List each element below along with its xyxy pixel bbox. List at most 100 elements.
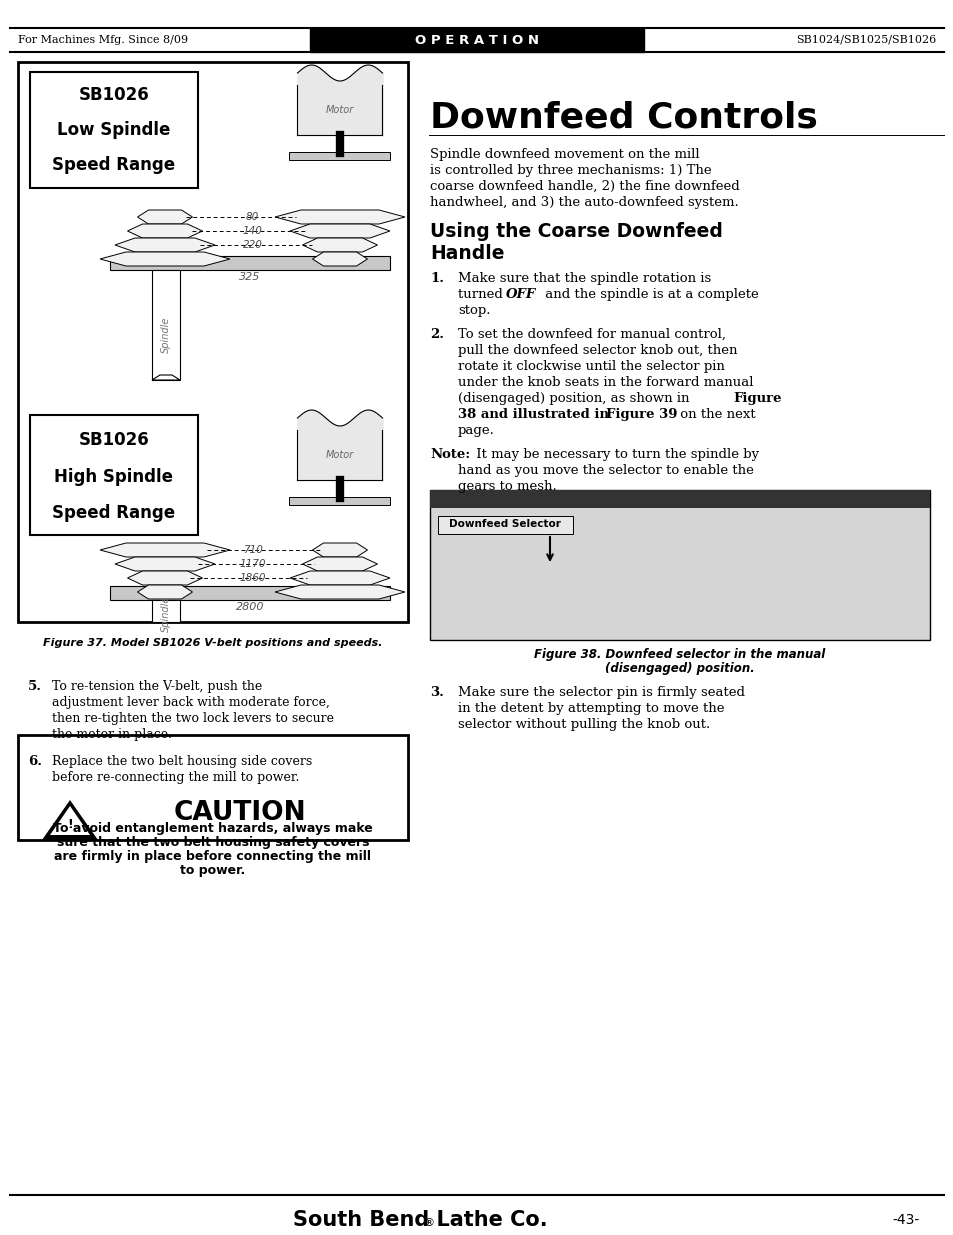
Bar [152,600,180,622]
Text: Downfeed Selector: Downfeed Selector [449,519,560,529]
Text: on the next: on the next [676,408,755,421]
Text: South Bend Lathe Co.: South Bend Lathe Co. [293,1210,547,1230]
Polygon shape [274,585,405,599]
Text: Make sure the selector pin is firmly seated: Make sure the selector pin is firmly sea… [457,685,744,699]
Text: Downfeed Controls: Downfeed Controls [430,100,817,135]
Text: sure that the two belt housing safety covers: sure that the two belt housing safety co… [56,836,369,848]
Polygon shape [274,210,405,224]
Polygon shape [100,543,230,557]
Text: Figure 39: Figure 39 [605,408,677,421]
Polygon shape [313,543,367,557]
Text: then re-tighten the two lock levers to secure: then re-tighten the two lock levers to s… [52,713,334,725]
Text: 220: 220 [242,240,262,249]
Bar [30,72,198,188]
Bar [110,585,390,600]
Text: SB1026: SB1026 [78,86,150,104]
Text: is controlled by three mechanisms: 1) The: is controlled by three mechanisms: 1) Th… [430,164,711,177]
Text: High Spindle: High Spindle [54,468,173,487]
Text: before re-connecting the mill to power.: before re-connecting the mill to power. [52,771,299,784]
Text: O P E R A T I O N: O P E R A T I O N [415,33,538,47]
Text: 6.: 6. [28,755,42,768]
Text: rotate it clockwise until the selector pin: rotate it clockwise until the selector p… [457,359,724,373]
Polygon shape [100,252,230,266]
Polygon shape [115,557,214,571]
Text: turned: turned [457,288,507,301]
Text: Figure 38. Downfeed selector in the manual: Figure 38. Downfeed selector in the manu… [534,648,824,661]
Polygon shape [137,585,193,599]
Text: 325: 325 [239,272,260,282]
Text: For Machines Mfg. Since 8/09: For Machines Mfg. Since 8/09 [18,35,188,44]
Text: To re-tension the V-belt, push the: To re-tension the V-belt, push the [52,680,262,693]
Polygon shape [302,238,377,252]
Bar [110,256,390,270]
Text: To set the downfeed for manual control,: To set the downfeed for manual control, [457,329,725,341]
Text: 38 and illustrated in: 38 and illustrated in [457,408,613,421]
Bar [437,516,573,534]
Text: SB1024/SB1025/SB1026: SB1024/SB1025/SB1026 [795,35,935,44]
Text: and the spindle is at a complete: and the spindle is at a complete [540,288,758,301]
Text: 2800: 2800 [235,601,264,613]
Bar [310,28,643,52]
Text: are firmly in place before connecting the mill: are firmly in place before connecting th… [54,850,371,863]
Text: 1860: 1860 [239,573,266,583]
Text: CAUTION: CAUTION [173,800,306,826]
Text: the motor in place.: the motor in place. [52,727,172,741]
Text: 710: 710 [242,545,262,555]
Text: SB1026: SB1026 [78,431,150,450]
Text: To avoid entanglement hazards, always make: To avoid entanglement hazards, always ma… [53,823,373,835]
Text: Note:: Note: [430,448,470,461]
Bar [18,62,408,622]
Text: page.: page. [457,424,495,437]
Text: !: ! [67,818,72,830]
Text: Spindle downfeed movement on the mill: Spindle downfeed movement on the mill [430,148,699,161]
Polygon shape [128,571,202,585]
Bar [430,490,929,640]
Polygon shape [290,224,390,238]
Text: stop.: stop. [457,304,490,317]
Bar [18,735,408,840]
Text: hand as you move the selector to enable the: hand as you move the selector to enable … [457,464,753,477]
Text: 1.: 1. [430,272,443,285]
Text: Spindle: Spindle [161,595,171,632]
Text: coarse downfeed handle, 2) the fine downfeed: coarse downfeed handle, 2) the fine down… [430,180,739,193]
Bar [430,490,929,508]
Polygon shape [128,224,202,238]
Text: Make sure that the spindle rotation is: Make sure that the spindle rotation is [457,272,711,285]
Text: 5.: 5. [28,680,42,693]
Text: to power.: to power. [180,864,245,877]
Polygon shape [50,806,90,835]
Text: Speed Range: Speed Range [52,156,175,174]
Text: in the detent by attempting to move the: in the detent by attempting to move the [457,701,723,715]
Text: (disengaged) position, as shown in: (disengaged) position, as shown in [457,391,693,405]
Text: ®: ® [423,1218,435,1228]
Text: Figure: Figure [732,391,781,405]
Polygon shape [313,252,367,266]
Polygon shape [115,238,214,252]
Text: Figure 37. Model SB1026 V-belt positions and speeds.: Figure 37. Model SB1026 V-belt positions… [43,638,382,648]
Text: OFF: OFF [505,288,536,301]
Text: -43-: -43- [892,1213,919,1228]
Text: under the knob seats in the forward manual: under the knob seats in the forward manu… [457,375,753,389]
Polygon shape [302,557,377,571]
Polygon shape [290,571,390,585]
Text: Motor: Motor [326,450,354,459]
Text: handwheel, and 3) the auto-downfeed system.: handwheel, and 3) the auto-downfeed syst… [430,196,738,209]
Text: (disengaged) position.: (disengaged) position. [604,662,754,676]
Text: Speed Range: Speed Range [52,504,175,522]
Text: 140: 140 [242,226,262,236]
Text: It may be necessary to turn the spindle by: It may be necessary to turn the spindle … [472,448,759,461]
Text: Motor: Motor [326,105,354,115]
Polygon shape [42,800,98,840]
Text: gears to mesh.: gears to mesh. [457,480,557,493]
Text: 80: 80 [246,212,259,222]
Text: 1170: 1170 [239,559,266,569]
Bar [289,152,390,161]
Bar [30,415,198,535]
Bar [289,496,390,505]
Text: Using the Coarse Downfeed: Using the Coarse Downfeed [430,222,722,241]
Text: Handle: Handle [430,245,504,263]
Text: Replace the two belt housing side covers: Replace the two belt housing side covers [52,755,312,768]
Text: Low Spindle: Low Spindle [57,121,171,140]
Polygon shape [152,375,180,380]
Text: selector without pulling the knob out.: selector without pulling the knob out. [457,718,709,731]
